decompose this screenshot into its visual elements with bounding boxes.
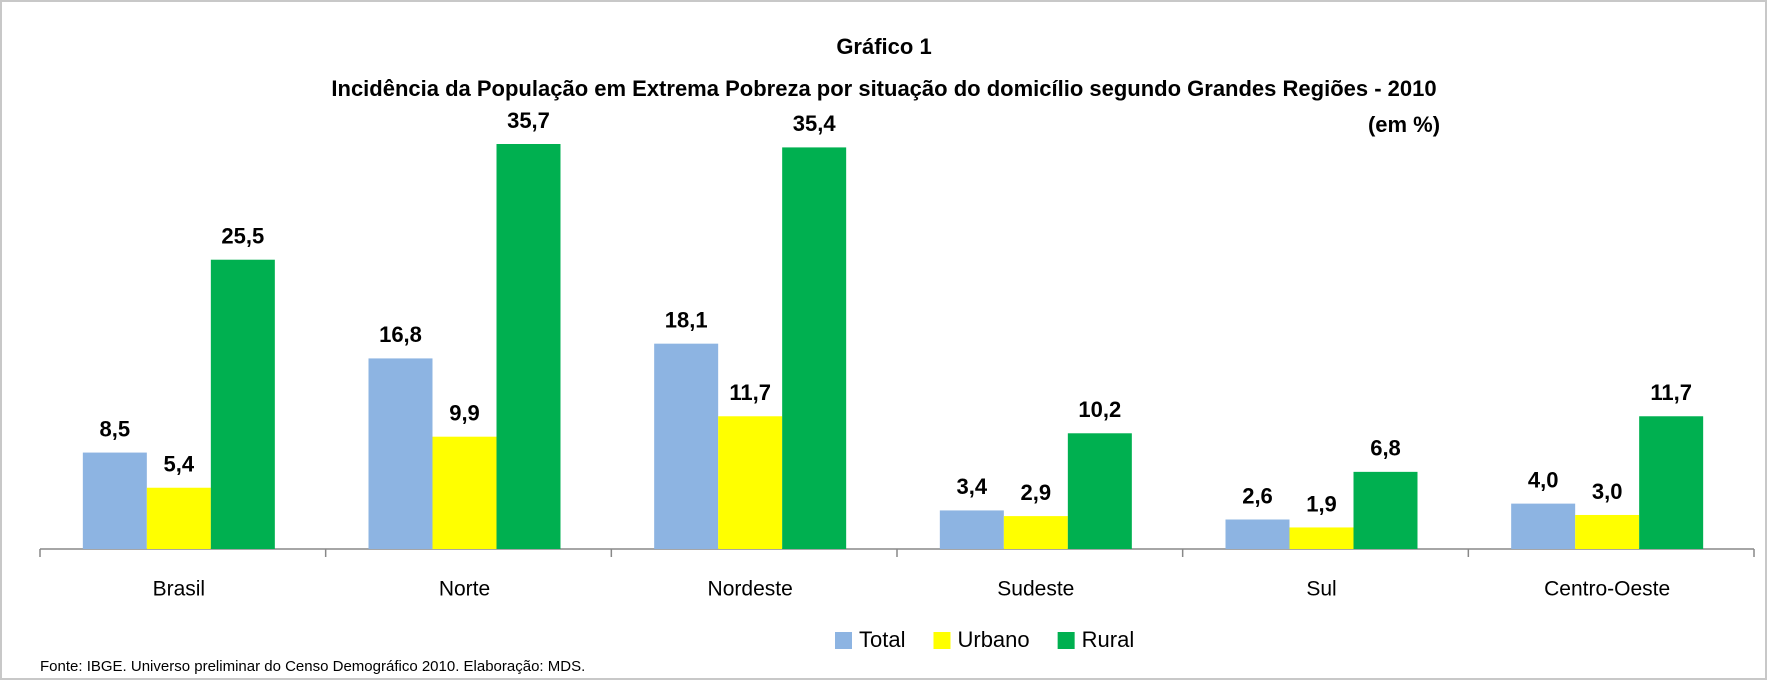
legend-label: Rural [1082, 627, 1135, 652]
bar [654, 343, 719, 549]
unit-note: (em %) [1368, 112, 1440, 137]
bar [1575, 514, 1640, 549]
chart-title: Gráfico 1 [836, 34, 931, 59]
bar [1289, 527, 1354, 549]
value-label: 1,9 [1306, 491, 1337, 516]
bar [210, 259, 275, 549]
value-label: 4,0 [1528, 467, 1559, 492]
value-label: 2,9 [1021, 480, 1052, 505]
value-label: 6,8 [1370, 436, 1401, 461]
bar [1225, 519, 1290, 549]
value-label: 3,0 [1592, 479, 1623, 504]
bar [432, 436, 497, 549]
value-label: 8,5 [100, 416, 131, 441]
bar [1353, 471, 1418, 549]
x-tick-label: Nordeste [708, 578, 793, 601]
bar [782, 147, 847, 549]
chart-subtitle: Incidência da População em Extrema Pobre… [331, 76, 1436, 101]
source-note: Fonte: IBGE. Universo preliminar do Cens… [40, 658, 585, 675]
x-tick-label: Norte [439, 578, 490, 601]
bar [718, 416, 783, 549]
legend-label: Total [859, 627, 905, 652]
value-label: 11,7 [1650, 380, 1692, 405]
value-label: 16,8 [379, 322, 422, 347]
bar [1067, 433, 1132, 549]
bar [1639, 416, 1704, 549]
value-label: 35,7 [507, 108, 550, 133]
bar [146, 487, 211, 549]
value-label: 2,6 [1242, 483, 1273, 508]
value-label: 25,5 [221, 224, 264, 249]
bar [368, 358, 433, 549]
bar [82, 452, 147, 549]
legend-swatch [933, 632, 951, 649]
value-label: 9,9 [449, 401, 480, 426]
value-label: 18,1 [665, 307, 708, 332]
value-label: 35,4 [793, 111, 837, 136]
value-label: 3,4 [957, 474, 988, 499]
x-tick-label: Sul [1306, 578, 1336, 601]
legend-label: Urbano [957, 627, 1029, 652]
bar [1003, 516, 1068, 549]
bar [1511, 503, 1576, 549]
bar [496, 144, 561, 549]
value-label: 10,2 [1078, 397, 1121, 422]
legend-swatch [1057, 632, 1075, 649]
legend-swatch [835, 632, 852, 649]
x-tick-label: Sudeste [997, 578, 1074, 601]
x-tick-label: Centro-Oeste [1544, 578, 1670, 601]
value-label: 11,7 [729, 380, 771, 405]
bar [939, 510, 1004, 549]
value-label: 5,4 [164, 452, 195, 477]
x-tick-label: Brasil [153, 578, 206, 601]
